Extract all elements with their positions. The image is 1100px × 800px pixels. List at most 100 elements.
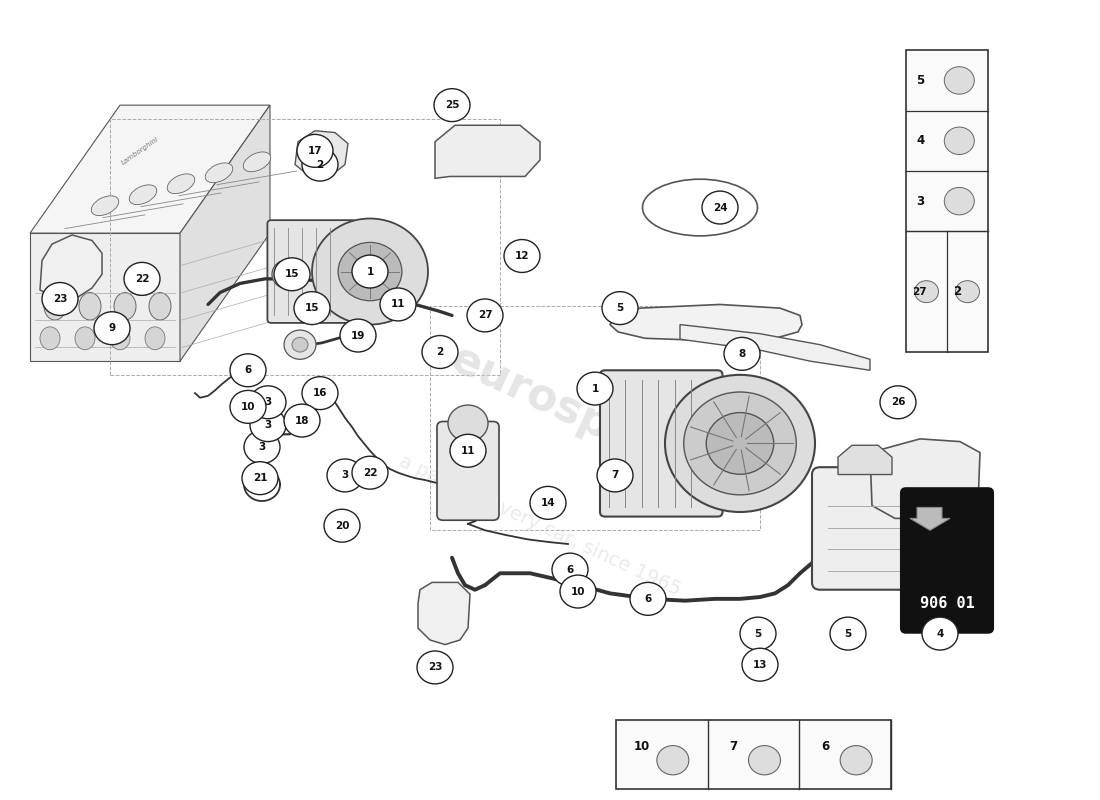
Text: 6: 6: [566, 565, 573, 574]
Text: 13: 13: [752, 660, 768, 670]
Circle shape: [578, 372, 613, 405]
Circle shape: [324, 510, 360, 542]
Circle shape: [280, 267, 296, 282]
Text: 12: 12: [515, 251, 529, 261]
Circle shape: [417, 651, 453, 684]
Text: 2: 2: [953, 285, 960, 298]
Polygon shape: [30, 105, 270, 233]
Polygon shape: [30, 233, 180, 361]
Ellipse shape: [130, 185, 156, 205]
Circle shape: [914, 281, 938, 302]
Circle shape: [274, 258, 310, 290]
Text: 3: 3: [916, 194, 924, 208]
Ellipse shape: [79, 293, 101, 320]
Circle shape: [242, 462, 278, 494]
Circle shape: [922, 617, 958, 650]
Circle shape: [312, 218, 428, 325]
Ellipse shape: [40, 327, 60, 350]
Circle shape: [434, 89, 470, 122]
Polygon shape: [910, 507, 950, 530]
Ellipse shape: [243, 152, 271, 172]
Circle shape: [504, 239, 540, 273]
Circle shape: [250, 409, 286, 442]
Circle shape: [944, 127, 975, 154]
Ellipse shape: [167, 174, 195, 194]
Circle shape: [294, 292, 330, 325]
Text: 27: 27: [912, 286, 926, 297]
Text: 27: 27: [477, 310, 493, 321]
Circle shape: [352, 456, 388, 489]
Text: 22: 22: [363, 468, 377, 478]
Circle shape: [284, 330, 316, 359]
Circle shape: [42, 282, 78, 315]
Circle shape: [302, 148, 338, 181]
Circle shape: [748, 746, 781, 775]
Text: 3: 3: [258, 442, 265, 452]
FancyBboxPatch shape: [437, 422, 499, 520]
Circle shape: [552, 553, 589, 586]
Circle shape: [272, 260, 304, 289]
Circle shape: [94, 312, 130, 345]
Text: 3: 3: [264, 420, 272, 430]
Text: 5: 5: [616, 303, 624, 313]
Ellipse shape: [91, 196, 119, 216]
Circle shape: [422, 335, 458, 369]
Ellipse shape: [44, 293, 66, 320]
Circle shape: [302, 377, 338, 410]
Circle shape: [706, 413, 773, 474]
Circle shape: [244, 430, 280, 463]
Text: 15: 15: [305, 303, 319, 313]
Text: 17: 17: [308, 146, 322, 156]
Circle shape: [253, 411, 283, 439]
Text: 16: 16: [312, 388, 328, 398]
Ellipse shape: [75, 327, 95, 350]
Circle shape: [530, 486, 566, 519]
Text: 2: 2: [317, 159, 323, 170]
Ellipse shape: [145, 327, 165, 350]
Circle shape: [560, 575, 596, 608]
Circle shape: [468, 299, 503, 332]
Polygon shape: [418, 582, 470, 645]
Ellipse shape: [148, 293, 170, 320]
Circle shape: [724, 338, 760, 370]
Circle shape: [230, 354, 266, 386]
Circle shape: [230, 390, 266, 423]
FancyBboxPatch shape: [812, 467, 918, 590]
Ellipse shape: [110, 327, 130, 350]
Text: 3: 3: [341, 470, 349, 481]
FancyBboxPatch shape: [267, 220, 356, 323]
Text: Lamborghini: Lamborghini: [120, 136, 160, 166]
Text: 26: 26: [891, 398, 905, 407]
Text: 6: 6: [244, 366, 252, 375]
Polygon shape: [40, 235, 102, 299]
Circle shape: [830, 617, 866, 650]
Circle shape: [338, 242, 402, 301]
Text: 18: 18: [295, 415, 309, 426]
Text: 1: 1: [592, 383, 598, 394]
FancyBboxPatch shape: [616, 721, 891, 789]
Circle shape: [657, 746, 689, 775]
Text: 906 01: 906 01: [920, 596, 975, 611]
Polygon shape: [870, 439, 980, 518]
Text: 3: 3: [264, 398, 272, 407]
Circle shape: [448, 405, 488, 442]
Text: 21: 21: [253, 473, 267, 483]
Text: 8: 8: [738, 349, 746, 359]
Circle shape: [684, 392, 796, 495]
Text: 7: 7: [729, 740, 737, 753]
FancyBboxPatch shape: [906, 50, 988, 352]
Circle shape: [261, 396, 275, 409]
Text: 6: 6: [645, 594, 651, 604]
Polygon shape: [680, 325, 870, 370]
Polygon shape: [610, 305, 802, 341]
Circle shape: [450, 434, 486, 467]
Circle shape: [248, 434, 277, 462]
Text: eurospares: eurospares: [443, 337, 716, 495]
Text: 15: 15: [285, 270, 299, 279]
Circle shape: [630, 582, 666, 615]
Text: 9: 9: [109, 323, 116, 334]
Circle shape: [740, 617, 776, 650]
Text: 22: 22: [134, 274, 150, 284]
Circle shape: [880, 386, 916, 418]
Text: 1: 1: [366, 266, 374, 277]
